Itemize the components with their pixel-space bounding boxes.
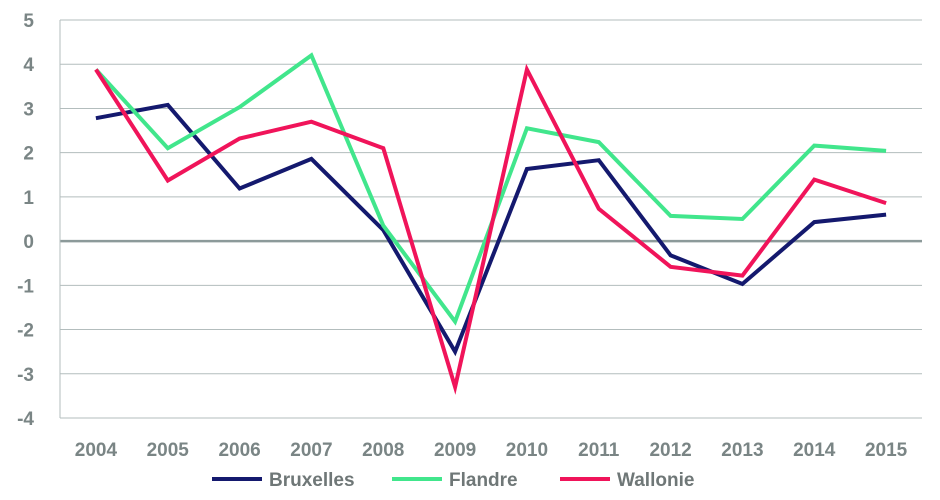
x-tick-label: 2010 [506,440,548,461]
y-tick-label: 4 [23,55,34,76]
y-tick-label: 2 [23,144,34,165]
x-tick-label: 2006 [218,440,260,461]
x-tick-label: 2007 [290,440,332,461]
y-tick-label: 3 [23,99,34,120]
series-lines [94,52,887,395]
legend-label-flandre: Flandre [449,470,518,491]
y-tick-label: -1 [17,276,34,297]
y-tick-label: 5 [23,11,34,32]
y-axis-ticks: 5 4 3 2 1 0 -1 -2 -3 -4 [17,11,34,430]
y-tick-label: -4 [17,409,34,430]
series-line-flandre [94,52,887,326]
x-tick-label: 2005 [147,440,190,461]
x-tick-label: 2011 [578,440,620,461]
x-tick-label: 2012 [649,440,691,461]
y-tick-label: 0 [23,232,34,253]
series-line-wallonie [94,63,887,395]
x-tick-label: 2015 [865,440,908,461]
legend-label-wallonie: Wallonie [617,470,694,491]
x-tick-label: 2014 [793,440,836,461]
x-tick-label: 2013 [721,440,763,461]
legend-label-bruxelles: Bruxelles [269,470,355,491]
y-tick-label: -2 [17,321,34,342]
x-tick-label: 2008 [362,440,404,461]
series-line-bruxelles [95,102,887,357]
y-tick-label: -3 [17,365,34,386]
gridlines [59,19,922,419]
x-axis-ticks: 2004 2005 2006 2007 2008 2009 2010 2011 2012 2013… [75,440,908,461]
x-tick-label: 2004 [75,440,118,461]
legend: Bruxelles Flandre Wallonie [212,470,694,491]
x-tick-label: 2009 [434,440,476,461]
y-tick-label: 1 [23,188,34,209]
